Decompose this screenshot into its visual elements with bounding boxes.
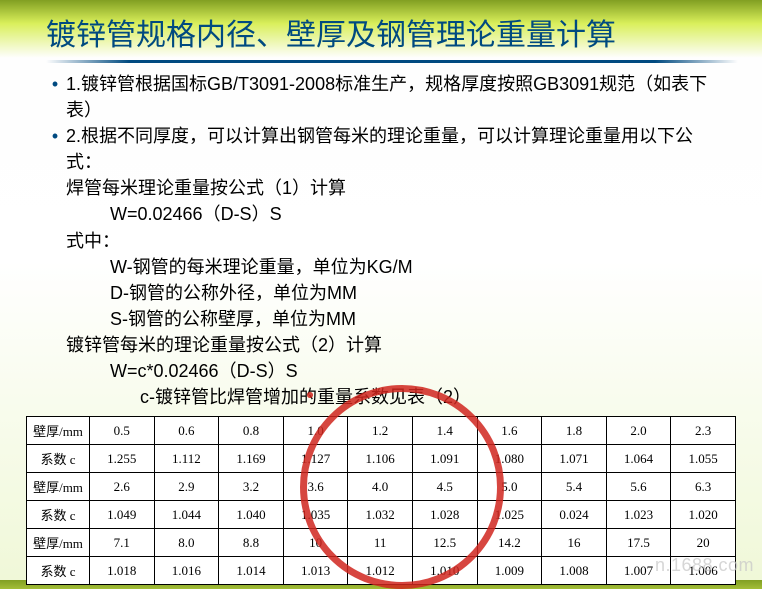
table-cell: 2.6	[90, 473, 155, 501]
line-def-w: W-钢管的每米理论重量，单位为KG/M	[44, 254, 728, 280]
bullet-1: • 1.镀锌管根据国标GB/T3091-2008标准生产，规格厚度按照GB309…	[44, 71, 728, 123]
table-cell: 10	[283, 529, 348, 557]
table-cell: 1.6	[477, 417, 542, 445]
table-cell: 0.8	[219, 417, 284, 445]
line-formula1-title: 焊管每米理论重量按公式（1）计算	[44, 175, 728, 201]
line-def-s: S-钢管的公称壁厚，单位为MM	[44, 306, 728, 332]
table-cell: 5.0	[477, 473, 542, 501]
line-coeff-note: c-镀锌管比焊管增加的重量系数见表（2）	[44, 384, 728, 410]
table-cell: 20	[671, 529, 736, 557]
bullet-text: 1.镀锌管根据国标GB/T3091-2008标准生产，规格厚度按照GB3091规…	[66, 71, 728, 123]
table-cell: 1.064	[606, 445, 671, 473]
line-where: 式中：	[44, 228, 728, 254]
title-underline	[46, 60, 738, 63]
table-cell: 1.080	[477, 445, 542, 473]
table-cell: 1.018	[90, 557, 155, 585]
page-title: 镀锌管规格内径、壁厚及钢管理论重量计算	[0, 0, 762, 60]
table-cell: 1.8	[542, 417, 607, 445]
table-row-header: 壁厚/mm	[27, 473, 90, 501]
table-cell: 6.3	[671, 473, 736, 501]
watermark: n.1688.com	[655, 555, 754, 576]
bullet-dot: •	[44, 71, 66, 123]
table-cell: 2.9	[154, 473, 219, 501]
bullet-2: • 2.根据不同厚度，可以计算出钢管每米的理论重量，可以计算理论重量用以下公式：	[44, 123, 728, 175]
table-cell: 8.8	[219, 529, 284, 557]
table-cell: 1.009	[477, 557, 542, 585]
table-row-header: 壁厚/mm	[27, 529, 90, 557]
table-cell: 1.014	[219, 557, 284, 585]
line-def-d: D-钢管的公称外径，单位为MM	[44, 280, 728, 306]
table-cell: 12.5	[412, 529, 477, 557]
table-cell: 1.016	[154, 557, 219, 585]
line-formula1: W=0.02466（D-S）S	[44, 201, 728, 227]
table-cell: 4.0	[348, 473, 413, 501]
table-cell: 1.008	[542, 557, 607, 585]
coefficient-table: 壁厚/mm0.50.60.81.01.21.41.61.82.02.3系数 c1…	[26, 416, 736, 585]
table-cell: 1.010	[412, 557, 477, 585]
table-cell: 1.112	[154, 445, 219, 473]
table-cell: 1.169	[219, 445, 284, 473]
table-cell: 1.035	[283, 501, 348, 529]
table-cell: 1.025	[477, 501, 542, 529]
table-row-header: 壁厚/mm	[27, 417, 90, 445]
table-cell: 7.1	[90, 529, 155, 557]
table-cell: 1.071	[542, 445, 607, 473]
table-cell: 1.055	[671, 445, 736, 473]
table-cell: 0.024	[542, 501, 607, 529]
table-cell: 1.012	[348, 557, 413, 585]
content-body: • 1.镀锌管根据国标GB/T3091-2008标准生产，规格厚度按照GB309…	[0, 71, 762, 410]
bullet-dot: •	[44, 123, 66, 175]
table-row-header: 系数 c	[27, 445, 90, 473]
table-cell: 3.6	[283, 473, 348, 501]
table-cell: 1.049	[90, 501, 155, 529]
table-cell: 0.5	[90, 417, 155, 445]
table-cell: 1.255	[90, 445, 155, 473]
table-cell: 14.2	[477, 529, 542, 557]
table-cell: 11	[348, 529, 413, 557]
table-cell: 1.0	[283, 417, 348, 445]
table-cell: 1.028	[412, 501, 477, 529]
table-cell: 1.2	[348, 417, 413, 445]
table-cell: 4.5	[412, 473, 477, 501]
table-cell: 1.4	[412, 417, 477, 445]
table-row-header: 系数 c	[27, 557, 90, 585]
bullet-text: 2.根据不同厚度，可以计算出钢管每米的理论重量，可以计算理论重量用以下公式：	[66, 123, 728, 175]
table-cell: 1.127	[283, 445, 348, 473]
table-cell: 1.020	[671, 501, 736, 529]
table-cell: 1.023	[606, 501, 671, 529]
table-cell: 1.013	[283, 557, 348, 585]
coefficient-table-wrap: 壁厚/mm0.50.60.81.01.21.41.61.82.02.3系数 c1…	[0, 410, 762, 585]
table-cell: 2.0	[606, 417, 671, 445]
table-cell: 1.040	[219, 501, 284, 529]
table-cell: 17.5	[606, 529, 671, 557]
table-cell: 0.6	[154, 417, 219, 445]
table-cell: 2.3	[671, 417, 736, 445]
table-cell: 16	[542, 529, 607, 557]
line-formula2-title: 镀锌管每米的理论重量按公式（2）计算	[44, 332, 728, 358]
table-cell: 1.091	[412, 445, 477, 473]
table-cell: 3.2	[219, 473, 284, 501]
table-cell: 8.0	[154, 529, 219, 557]
table-cell: 5.4	[542, 473, 607, 501]
table-row-header: 系数 c	[27, 501, 90, 529]
table-cell: 1.044	[154, 501, 219, 529]
line-formula2: W=c*0.02466（D-S）S	[44, 358, 728, 384]
table-cell: 1.032	[348, 501, 413, 529]
table-cell: 1.106	[348, 445, 413, 473]
table-cell: 5.6	[606, 473, 671, 501]
